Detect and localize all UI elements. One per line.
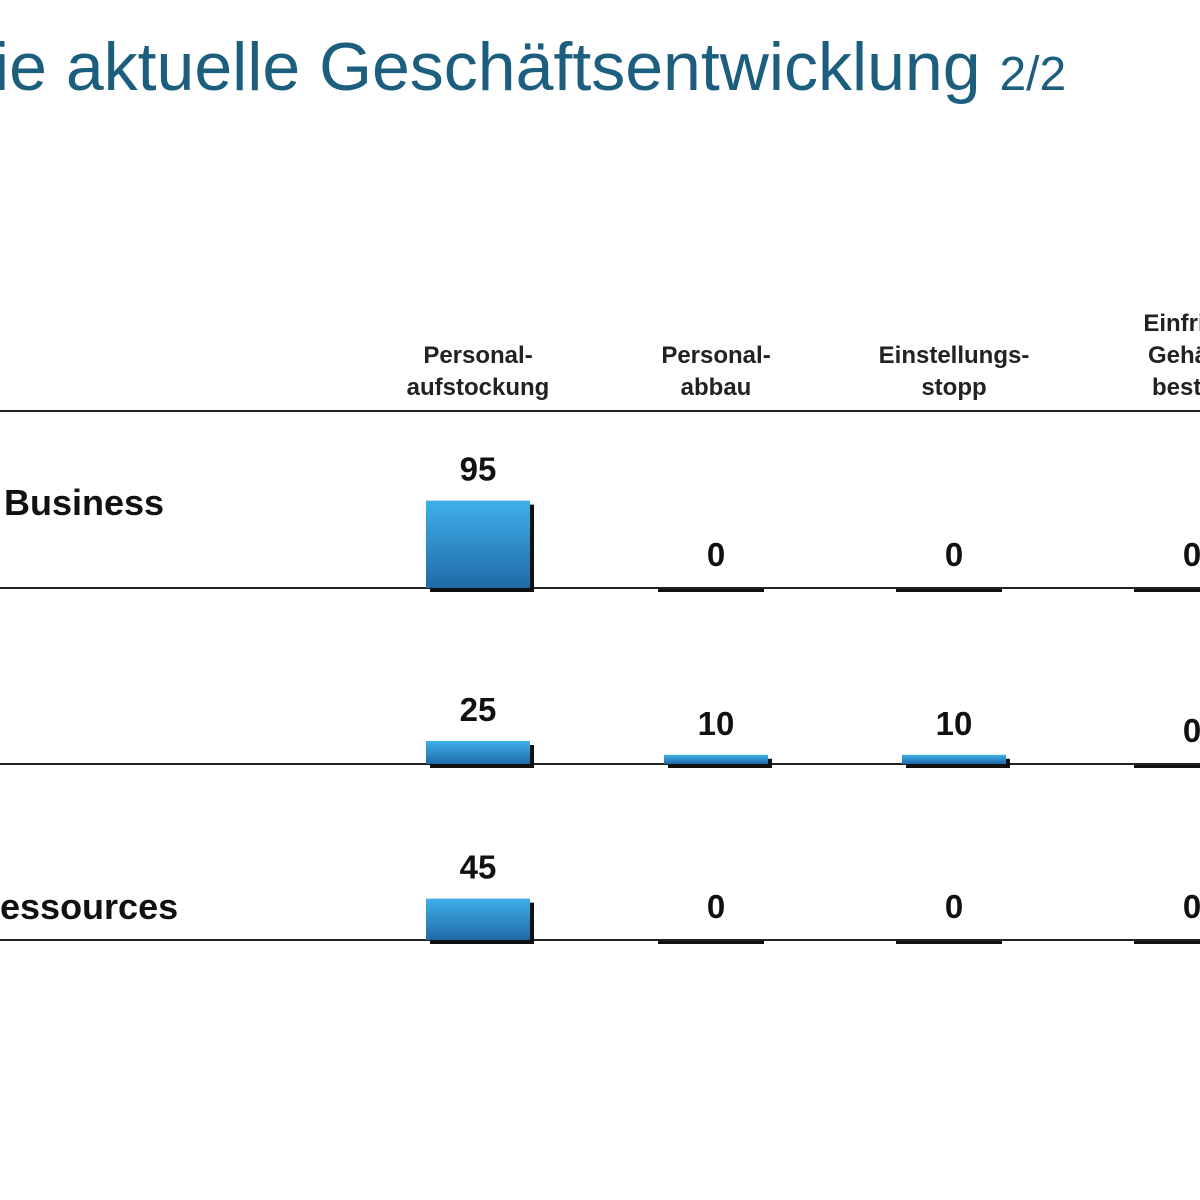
column-header-label: Einstellungs-	[879, 342, 1030, 369]
bar-value-label: 0	[945, 536, 963, 573]
page-title-text: ie aktuelle Geschäftsentwicklung	[0, 29, 981, 105]
page-number: 2/2	[999, 48, 1067, 101]
bar-value-label: 0	[945, 888, 963, 925]
page-title: ie aktuelle Geschäftsentwicklung 2/2	[0, 22, 1066, 120]
bar-zero-mark	[896, 941, 1002, 944]
row-separators	[0, 410, 1200, 941]
bars: 95 0 0 0 25 10 10 0 45 0 0 0	[426, 451, 1200, 944]
bar-zero-mark	[1134, 765, 1200, 768]
bar-value-label: 0	[1183, 536, 1200, 573]
column-header-label: abbau	[681, 374, 752, 401]
bar-value-label: 0	[707, 536, 725, 573]
column-header-label: stopp	[921, 374, 986, 401]
bar-value-label: 0	[1183, 888, 1200, 925]
bar	[426, 898, 530, 940]
bar	[426, 741, 530, 764]
column-header-label: Personal-	[661, 342, 770, 369]
bar-value-label: 45	[460, 849, 497, 886]
column-headers: Personal-aufstockung Personal-abbau Einste…	[407, 310, 1200, 401]
bar-value-label: 95	[460, 451, 497, 488]
column-header-label: aufstockung	[407, 374, 550, 401]
bar-zero-mark	[1134, 589, 1200, 592]
bar-value-label: 10	[936, 705, 973, 742]
row-labels: Business essources	[0, 482, 178, 927]
bar-zero-mark	[896, 589, 1002, 592]
bar	[902, 754, 1006, 764]
row-label: essources	[0, 886, 178, 927]
row-label: Business	[4, 482, 164, 523]
bar	[426, 500, 530, 588]
column-header-label: best. N	[1152, 374, 1200, 401]
column-header-label: Einfriere	[1143, 310, 1200, 337]
bar-value-label: 0	[1183, 712, 1200, 749]
bar-zero-mark	[1134, 941, 1200, 944]
bar-zero-mark	[658, 589, 764, 592]
bar-value-label: 0	[707, 888, 725, 925]
bar-zero-mark	[658, 941, 764, 944]
column-header-label: Gehälte	[1148, 342, 1200, 369]
bar	[664, 754, 768, 764]
bar-value-label: 10	[698, 705, 735, 742]
bar-value-label: 25	[460, 691, 497, 728]
column-header-label: Personal-	[423, 342, 532, 369]
